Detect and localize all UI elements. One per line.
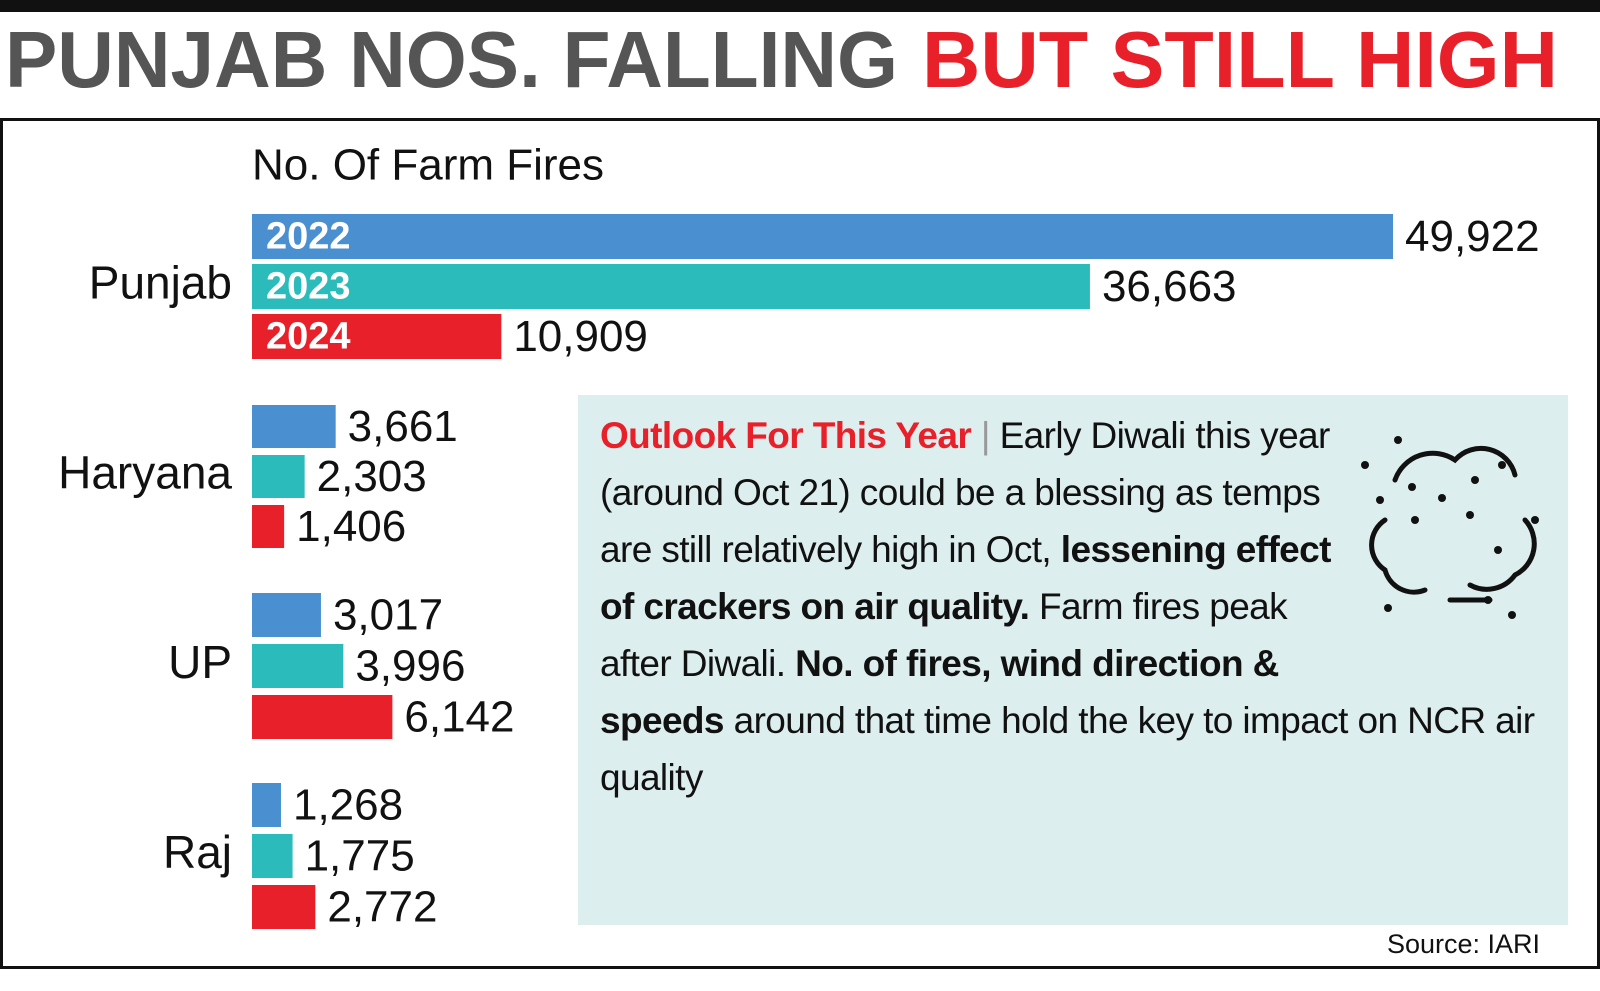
bar xyxy=(252,455,305,498)
value-label: 3,661 xyxy=(348,402,458,451)
bar xyxy=(252,214,1393,259)
value-label: 6,142 xyxy=(404,693,514,742)
bar xyxy=(252,644,344,688)
value-label: 3,017 xyxy=(333,591,443,640)
annotation-text: Early Diwali this year (around Oct 21) c… xyxy=(600,415,1535,798)
value-label: 36,663 xyxy=(1102,262,1237,311)
value-label: 1,406 xyxy=(296,502,406,551)
bar xyxy=(252,783,281,827)
value-label: 10,909 xyxy=(513,312,648,361)
title-gray: PUNJAB NOS. FALLING xyxy=(5,15,898,104)
top-bar xyxy=(0,0,1600,12)
bar xyxy=(252,264,1090,309)
annotation-box: Outlook For This Year | Early Diwali thi… xyxy=(578,395,1568,925)
bar xyxy=(252,314,502,359)
annotation-plain: Early Diwali this year (around Oct 21) c… xyxy=(600,415,1330,570)
legend-label: 2022 xyxy=(266,216,351,258)
value-label: 2,303 xyxy=(317,452,427,501)
annotation-heading: Outlook For This Year xyxy=(600,415,972,456)
bar xyxy=(252,885,316,929)
title-red: BUT STILL HIGH xyxy=(922,15,1558,104)
subtitle: No. Of Farm Fires xyxy=(252,141,604,190)
bar xyxy=(252,593,321,637)
value-label: 49,922 xyxy=(1405,212,1540,261)
legend-label: 2024 xyxy=(266,316,351,358)
annotation-separator: | xyxy=(980,415,991,456)
bar xyxy=(252,695,393,739)
annotation-bold: No. of fires, wind direction & speeds xyxy=(600,643,1279,741)
source: Source: IARI xyxy=(1387,929,1540,959)
icon-space xyxy=(1348,407,1538,637)
value-label: 2,772 xyxy=(327,883,437,932)
bar xyxy=(252,505,285,548)
category-label: Punjab xyxy=(89,257,232,309)
category-label: Raj xyxy=(163,826,232,878)
annotation-plain: Farm fires peak after Diwali. xyxy=(600,586,1288,684)
bar xyxy=(252,834,293,878)
annotation-plain: around that time hold the key to impact … xyxy=(600,700,1535,798)
bar xyxy=(252,405,336,448)
annotation-bold: lessening effect of crackers on air qual… xyxy=(600,529,1331,627)
value-label: 3,996 xyxy=(355,642,465,691)
legend-label: 2023 xyxy=(266,266,351,308)
value-label: 1,775 xyxy=(305,832,415,881)
value-label: 1,268 xyxy=(293,781,403,830)
frame xyxy=(0,118,1600,969)
category-label: Haryana xyxy=(58,447,232,499)
category-label: UP xyxy=(168,636,232,688)
